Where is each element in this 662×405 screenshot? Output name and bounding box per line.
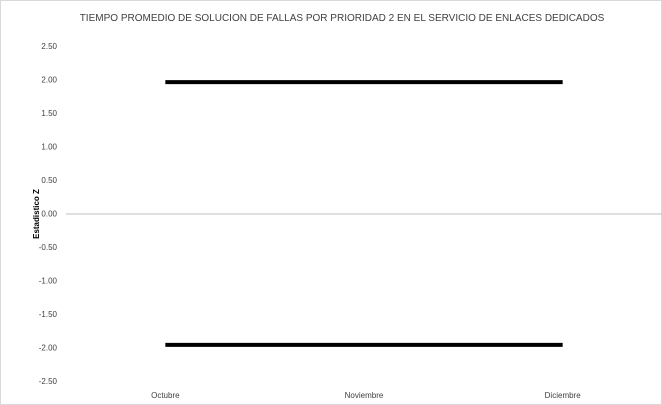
y-tick-label: 2.00 [41,76,57,85]
x-tick-label: Noviembre [345,391,384,400]
y-tick-label: -2.50 [39,377,58,386]
y-tick-label: 2.50 [41,42,57,51]
y-tick-label: 0.00 [41,210,57,219]
x-tick-label: Diciembre [545,391,582,400]
y-tick-label: -1.50 [39,310,58,319]
y-tick-label: 1.00 [41,143,57,152]
y-tick-label: 1.50 [41,109,57,118]
series-group [165,80,563,347]
y-tick-label: -0.50 [39,243,58,252]
y-axis-ticks: 2.50 2.00 1.50 1.00 0.50 0.00 -0.50 -1.00 -1.50 -… [39,42,58,386]
x-tick-label: Octubre [151,391,180,400]
x-axis-categories: Octubre Noviembre Diciembre [151,391,581,400]
y-tick-label: -2.00 [39,344,58,353]
y-tick-label: -1.00 [39,277,58,286]
chart-title: TIEMPO PROMEDIO DE SOLUCION DE FALLAS PO… [80,13,605,24]
y-axis-label: Estadistico Z [32,189,41,239]
y-tick-label: 0.50 [41,176,57,185]
